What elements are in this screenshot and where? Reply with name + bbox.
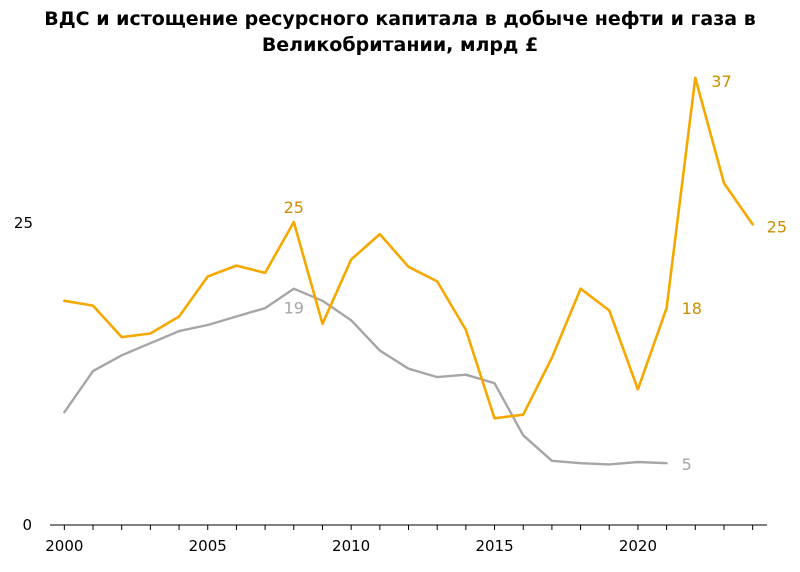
data-labels: 25 19 37 18 25 5 [284,72,787,474]
x-tick-label-2020: 2020 [619,537,657,555]
data-label-depletion-2008: 19 [284,299,304,318]
y-tick-label-0: 0 [22,516,32,534]
x-tick-label-2010: 2010 [332,537,370,555]
data-label-gva-2022: 37 [711,72,731,91]
series-line-gva [63,76,755,420]
data-label-gva-2021: 18 [682,299,702,318]
x-tick-label-2015: 2015 [475,537,513,555]
axes: 2000 2005 2010 2015 2020 0 25 [14,214,767,555]
data-label-gva-2008: 25 [284,198,304,217]
chart-title: ВДС и истощение ресурсного капитала в до… [0,6,800,58]
series-lines [63,76,755,466]
chart-title-line-2: Великобритании, млрд £ [261,34,539,56]
x-tick-label-2000: 2000 [45,537,83,555]
data-label-gva-2024: 25 [767,217,787,236]
y-tick-label-25: 25 [14,214,33,232]
chart-title-line-1: ВДС и истощение ресурсного капитала в до… [44,8,756,30]
data-label-depletion-2021: 5 [682,455,692,474]
series-line-depletion [63,287,668,466]
x-tick-label-2005: 2005 [189,537,227,555]
